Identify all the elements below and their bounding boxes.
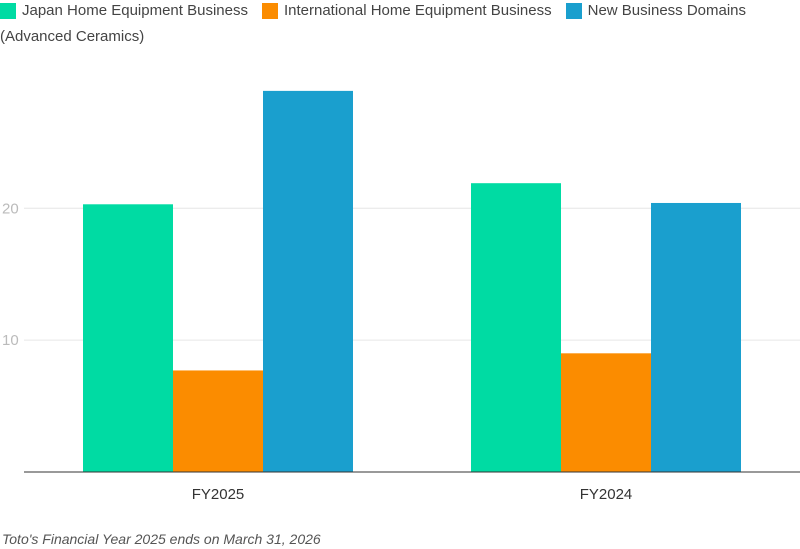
chart-legend: Japan Home Equipment Business Internatio… bbox=[0, 0, 800, 48]
legend-swatch-japan bbox=[0, 3, 16, 19]
y-tick-label: 20 bbox=[2, 200, 19, 217]
bar[interactable] bbox=[561, 353, 651, 472]
bar[interactable] bbox=[83, 204, 173, 472]
bar[interactable] bbox=[263, 90, 353, 472]
x-category-label: FY2025 bbox=[192, 486, 245, 503]
legend-item-international[interactable]: International Home Equipment Business bbox=[261, 0, 552, 22]
bar[interactable] bbox=[651, 202, 741, 472]
legend-swatch-international bbox=[261, 3, 278, 19]
chart-footnote: Toto's Financial Year 2025 ends on March… bbox=[2, 531, 321, 547]
legend-item-japan[interactable]: Japan Home Equipment Business bbox=[0, 0, 248, 22]
legend-item-new-business[interactable]: New Business Domains bbox=[565, 0, 747, 22]
legend-label-japan: Japan Home Equipment Business bbox=[22, 2, 248, 19]
y-tick-label: 10 bbox=[2, 332, 19, 349]
legend-label-new-business: New Business Domains bbox=[587, 2, 747, 19]
x-category-label: FY2024 bbox=[580, 486, 633, 503]
legend-label-new-business-cont: (Advanced Ceramics) bbox=[0, 28, 145, 45]
bar[interactable] bbox=[173, 370, 263, 472]
legend-label-international: International Home Equipment Business bbox=[283, 2, 552, 19]
legend-swatch-new-business bbox=[565, 3, 582, 19]
bar[interactable] bbox=[471, 183, 561, 472]
